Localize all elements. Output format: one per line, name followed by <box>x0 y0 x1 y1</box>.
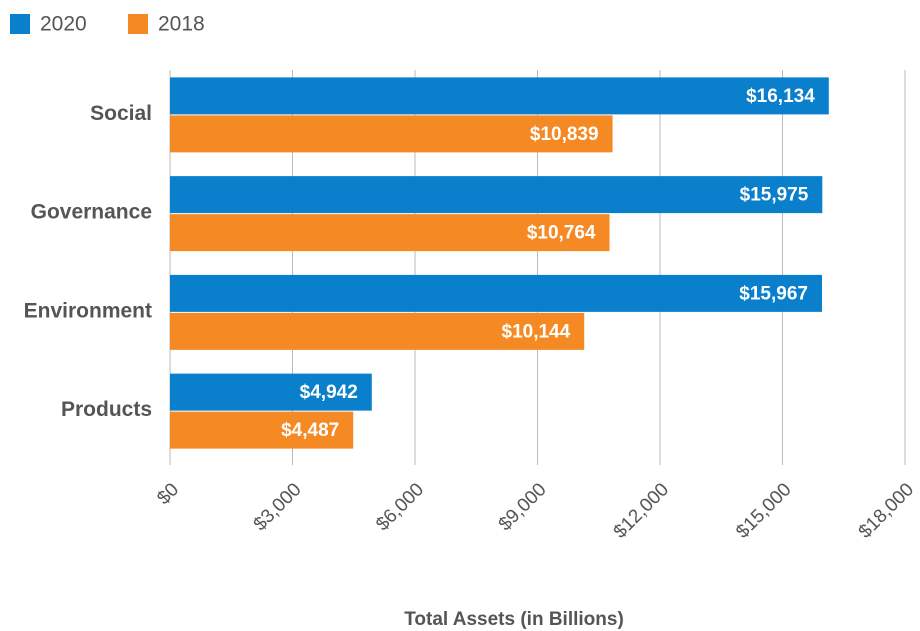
legend-swatch <box>10 14 30 34</box>
x-tick-label: $0 <box>153 479 183 509</box>
category-label: Environment <box>24 299 152 322</box>
x-tick-label: $15,000 <box>732 479 795 542</box>
value-label: $15,975 <box>740 185 809 206</box>
x-axis-title: Total Assets (in Billions) <box>404 609 624 630</box>
legend-label: 2020 <box>40 13 87 36</box>
bar <box>170 214 610 252</box>
value-label: $10,764 <box>527 223 596 244</box>
bar <box>170 274 822 312</box>
bar <box>170 115 613 153</box>
value-label: $10,839 <box>530 124 599 145</box>
x-tick-label: $3,000 <box>250 479 306 535</box>
value-label: $16,134 <box>746 86 815 107</box>
x-tick-label: $9,000 <box>495 479 551 535</box>
category-label: Governance <box>31 201 152 224</box>
category-label: Products <box>61 398 152 421</box>
x-tick-label: $12,000 <box>610 479 673 542</box>
legend-label: 2018 <box>158 13 205 36</box>
bar <box>170 411 354 449</box>
bar <box>170 77 829 115</box>
value-label: $10,144 <box>502 321 571 342</box>
x-tick-label: $6,000 <box>372 479 428 535</box>
legend-swatch <box>128 14 148 34</box>
value-label: $4,942 <box>300 382 358 403</box>
bar <box>170 373 372 411</box>
category-label: Social <box>90 102 152 125</box>
bar <box>170 176 823 214</box>
value-label: $15,967 <box>739 283 808 304</box>
bar <box>170 312 585 350</box>
x-tick-label: $18,000 <box>855 479 918 542</box>
value-label: $4,487 <box>281 420 339 441</box>
